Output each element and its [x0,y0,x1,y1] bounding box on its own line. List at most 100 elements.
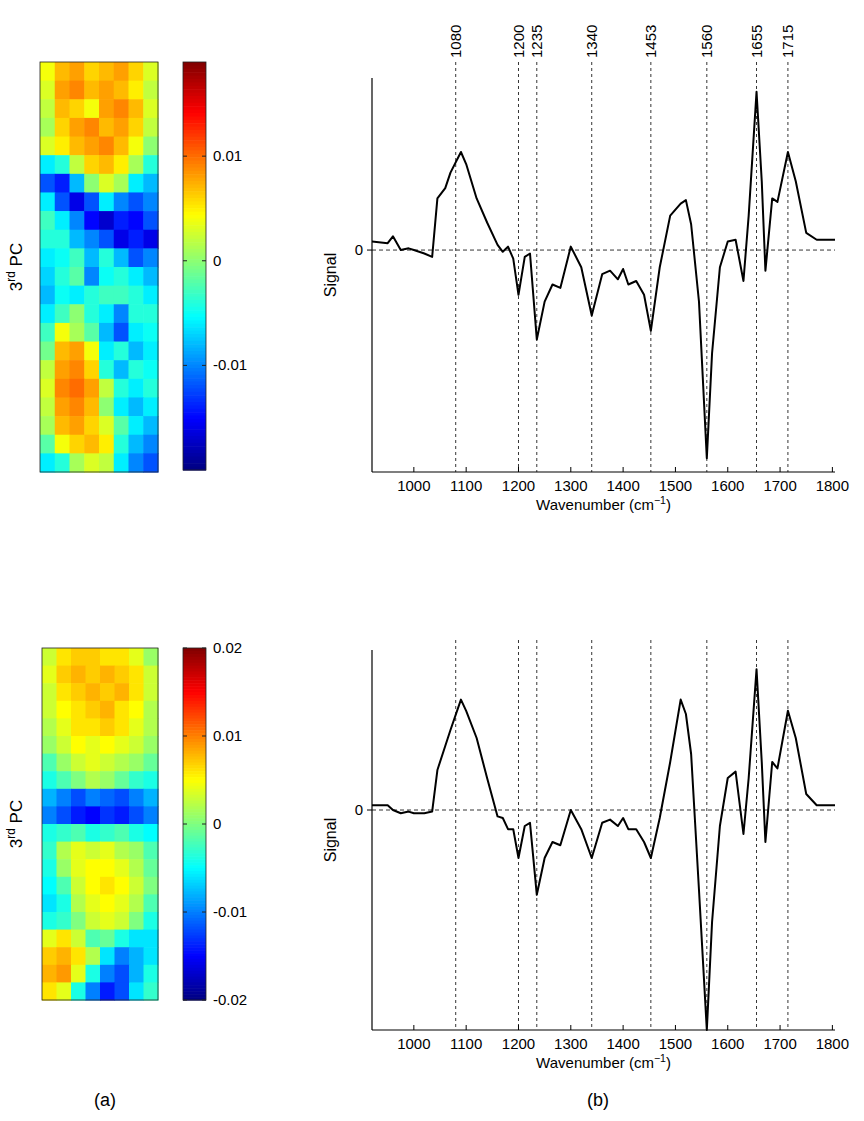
heat-cell [129,155,144,174]
heat-cell [100,683,115,701]
y-axis-title: 3rd PC [4,800,26,848]
heat-cell [129,789,144,807]
reference-line [787,640,788,1030]
x-tick-label: 1000 [397,477,430,494]
heat-cell [144,648,159,666]
heat-cell [114,62,129,81]
heat-cell [42,701,57,719]
heat-cell [129,435,144,454]
colorbar-step [183,324,206,328]
heat-cell [84,286,99,305]
colorbar-tick [183,156,187,157]
heat-cell [84,304,99,323]
colorbar: -0.0100.01 [183,62,247,471]
heat-cell [115,718,130,736]
colorbar-tick-label: -0.01 [213,356,247,373]
colorbar-frame [183,648,206,1000]
heat-cell [129,81,144,100]
heat-cell [143,304,158,323]
heat-cell [55,416,70,435]
heat-cell [57,859,72,877]
heat-cell [99,397,114,416]
heat-cell [86,877,101,895]
heat-cell [55,155,70,174]
annotation-line [787,62,788,472]
heat-cell [129,842,144,860]
plot-data [372,92,835,458]
y-axis [371,78,372,472]
heat-cell [100,648,115,666]
colorbar-frame [183,62,206,470]
heat-cell [129,267,144,286]
heat-cell [129,342,144,361]
colorbar-tick [183,648,187,649]
heat-cell [84,81,99,100]
heat-cell [143,286,158,305]
heat-cell [86,701,101,719]
heat-cell [40,342,55,361]
heat-cell [99,192,114,211]
heat-cell [86,859,101,877]
colorbar-step [183,242,206,246]
heat-cell [144,718,159,736]
heat-cell [42,894,57,912]
heat-cell [129,718,144,736]
heat-cell [100,806,115,824]
heat-cell [99,230,114,249]
heat-cell [40,118,55,137]
heat-cell [86,736,101,754]
heat-cell [57,842,72,860]
heat-cell [99,304,114,323]
heat-cell [84,267,99,286]
heat-cell [100,947,115,965]
heat-cell [70,99,85,118]
heat-cell [114,211,129,230]
heat-cell [114,230,129,249]
heat-cell [57,666,72,684]
heat-cell [70,342,85,361]
heat-cell [99,118,114,137]
heat-cell [114,416,129,435]
heat-cell [55,397,70,416]
heat-cell [143,248,158,267]
annotation-label: 1080 [447,25,464,58]
colorbar-tick-label: 0 [213,252,221,269]
heat-cell [129,824,144,842]
heat-cell [99,286,114,305]
heat-cell [99,453,114,472]
y-tick [367,250,372,251]
heat-cell [84,155,99,174]
heat-cell [55,267,70,286]
heat-cell [42,736,57,754]
heat-cell [114,192,129,211]
heat-cell [115,754,130,772]
x-tick [570,467,571,472]
colorbar-step [183,201,206,205]
colorbar-tick-label: 0.02 [213,639,242,656]
colorbar-step [183,273,206,277]
heat-cell [115,947,130,965]
heat-cell [42,965,57,983]
heat-cell [114,286,129,305]
heat-cell [129,416,144,435]
heat-cell [115,842,130,860]
heat-cell [129,736,144,754]
heat-cell [71,824,86,842]
heat-cell [71,930,86,948]
heat-cell [115,930,130,948]
heat-cell [143,174,158,193]
heat-cell [42,842,57,860]
heat-cell [114,342,129,361]
heat-cell [99,342,114,361]
colorbar-step [183,409,206,413]
x-tick-label: 1400 [606,1035,639,1052]
heat-cell [115,771,130,789]
colorbar-tick [183,365,187,366]
heat-cell [129,666,144,684]
x-tick-label: 1700 [763,1035,796,1052]
x-tick-label: 1800 [816,477,849,494]
heat-cell [84,230,99,249]
heat-cell [143,192,158,211]
x-tick-label: 1100 [450,1035,482,1052]
heat-cell [86,648,101,666]
